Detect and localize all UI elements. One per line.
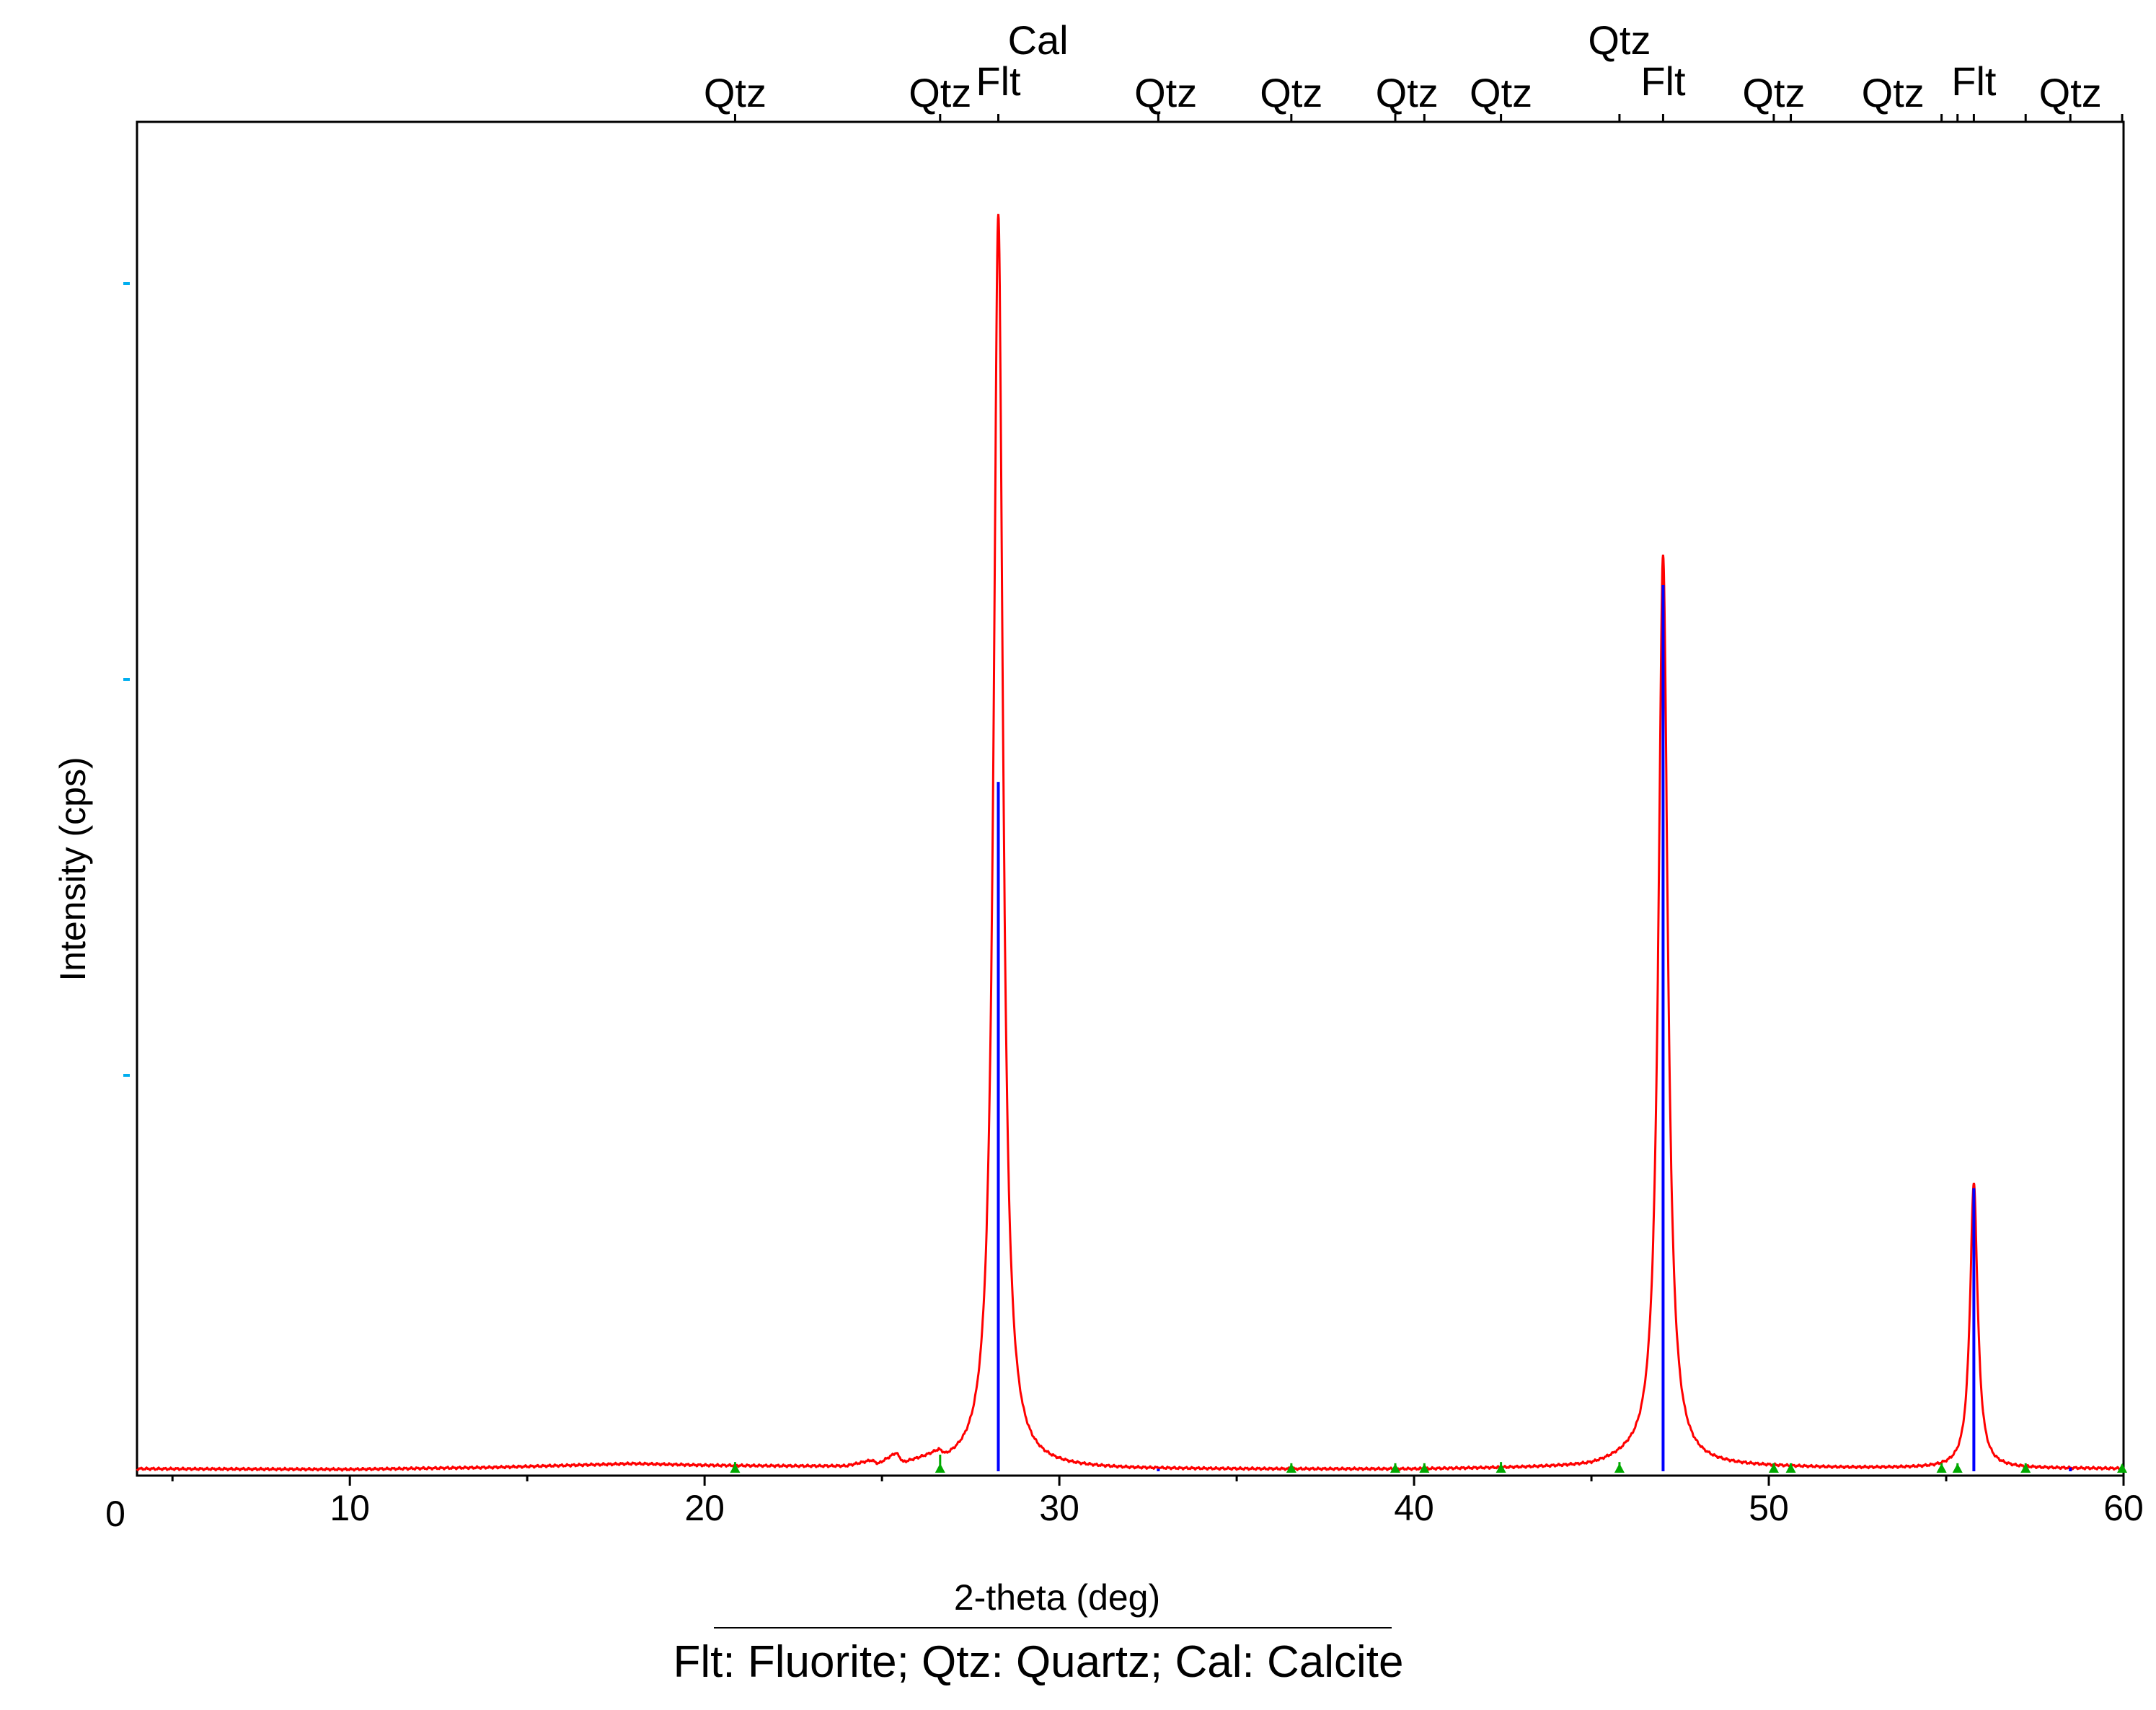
phase-label: Flt (976, 58, 1021, 104)
plot-area (136, 120, 2125, 1477)
phase-markers (733, 114, 2124, 122)
x-axis-label: 2-theta (deg) (954, 1577, 1160, 1618)
quartz-reference-marker (2020, 1463, 2031, 1473)
phase-label: Qtz (1134, 70, 1197, 115)
quartz-reference-marker (1614, 1463, 1625, 1473)
phase-label: Qtz (2039, 70, 2102, 115)
phase-label: Qtz (1742, 70, 1805, 115)
phase-label: Qtz (1588, 17, 1651, 63)
phase-label: Qtz (1376, 70, 1439, 115)
phase-label: Qtz (1470, 70, 1532, 115)
x-tick-label: 60 (2103, 1488, 2144, 1528)
quartz-reference-marker (1936, 1463, 1947, 1473)
phase-label: Flt (1640, 58, 1686, 104)
x-tick-label: 30 (1039, 1488, 1079, 1528)
phase-label: Flt (1951, 58, 1997, 104)
phase-label: Qtz (704, 70, 766, 115)
quartz-reference-marker (730, 1463, 741, 1473)
phase-label: Qtz (909, 70, 971, 115)
y-axis-ticks: 0 (105, 282, 130, 1534)
quartz-reference-marker (1952, 1463, 1963, 1473)
quartz-reference-marker (935, 1463, 945, 1473)
quartz-reference-marker (1286, 1463, 1296, 1473)
x-tick-label: 20 (684, 1488, 725, 1528)
x-tick-label: 10 (330, 1488, 370, 1528)
plot-frame (136, 120, 2125, 1477)
phase-label: Qtz (1260, 70, 1322, 115)
quartz-reference-marker (2117, 1463, 2128, 1473)
y-tick-label: 0 (105, 1494, 125, 1534)
series-layer (136, 213, 2128, 1473)
x-axis-ticks: 10 20 30 40 50 60 (171, 1476, 2144, 1528)
quartz-reference-marker (1390, 1463, 1400, 1473)
x-tick-label: 50 (1749, 1488, 1789, 1528)
y-axis-label: Intensity (cps) (53, 757, 93, 981)
chart-caption: Flt: Fluorite; Qtz: Quartz; Cal: Calcite (673, 1637, 1404, 1687)
quartz-reference-marker (1419, 1463, 1430, 1473)
quartz-reference-marker (1495, 1463, 1506, 1473)
phase-label: Qtz (1862, 70, 1925, 115)
x-tick-label: 40 (1394, 1488, 1434, 1528)
quartz-reference-marker (1768, 1463, 1779, 1473)
phase-label: Cal (1008, 17, 1069, 63)
measured-pattern-line (136, 213, 2125, 1472)
quartz-reference-marker (1785, 1463, 1796, 1473)
